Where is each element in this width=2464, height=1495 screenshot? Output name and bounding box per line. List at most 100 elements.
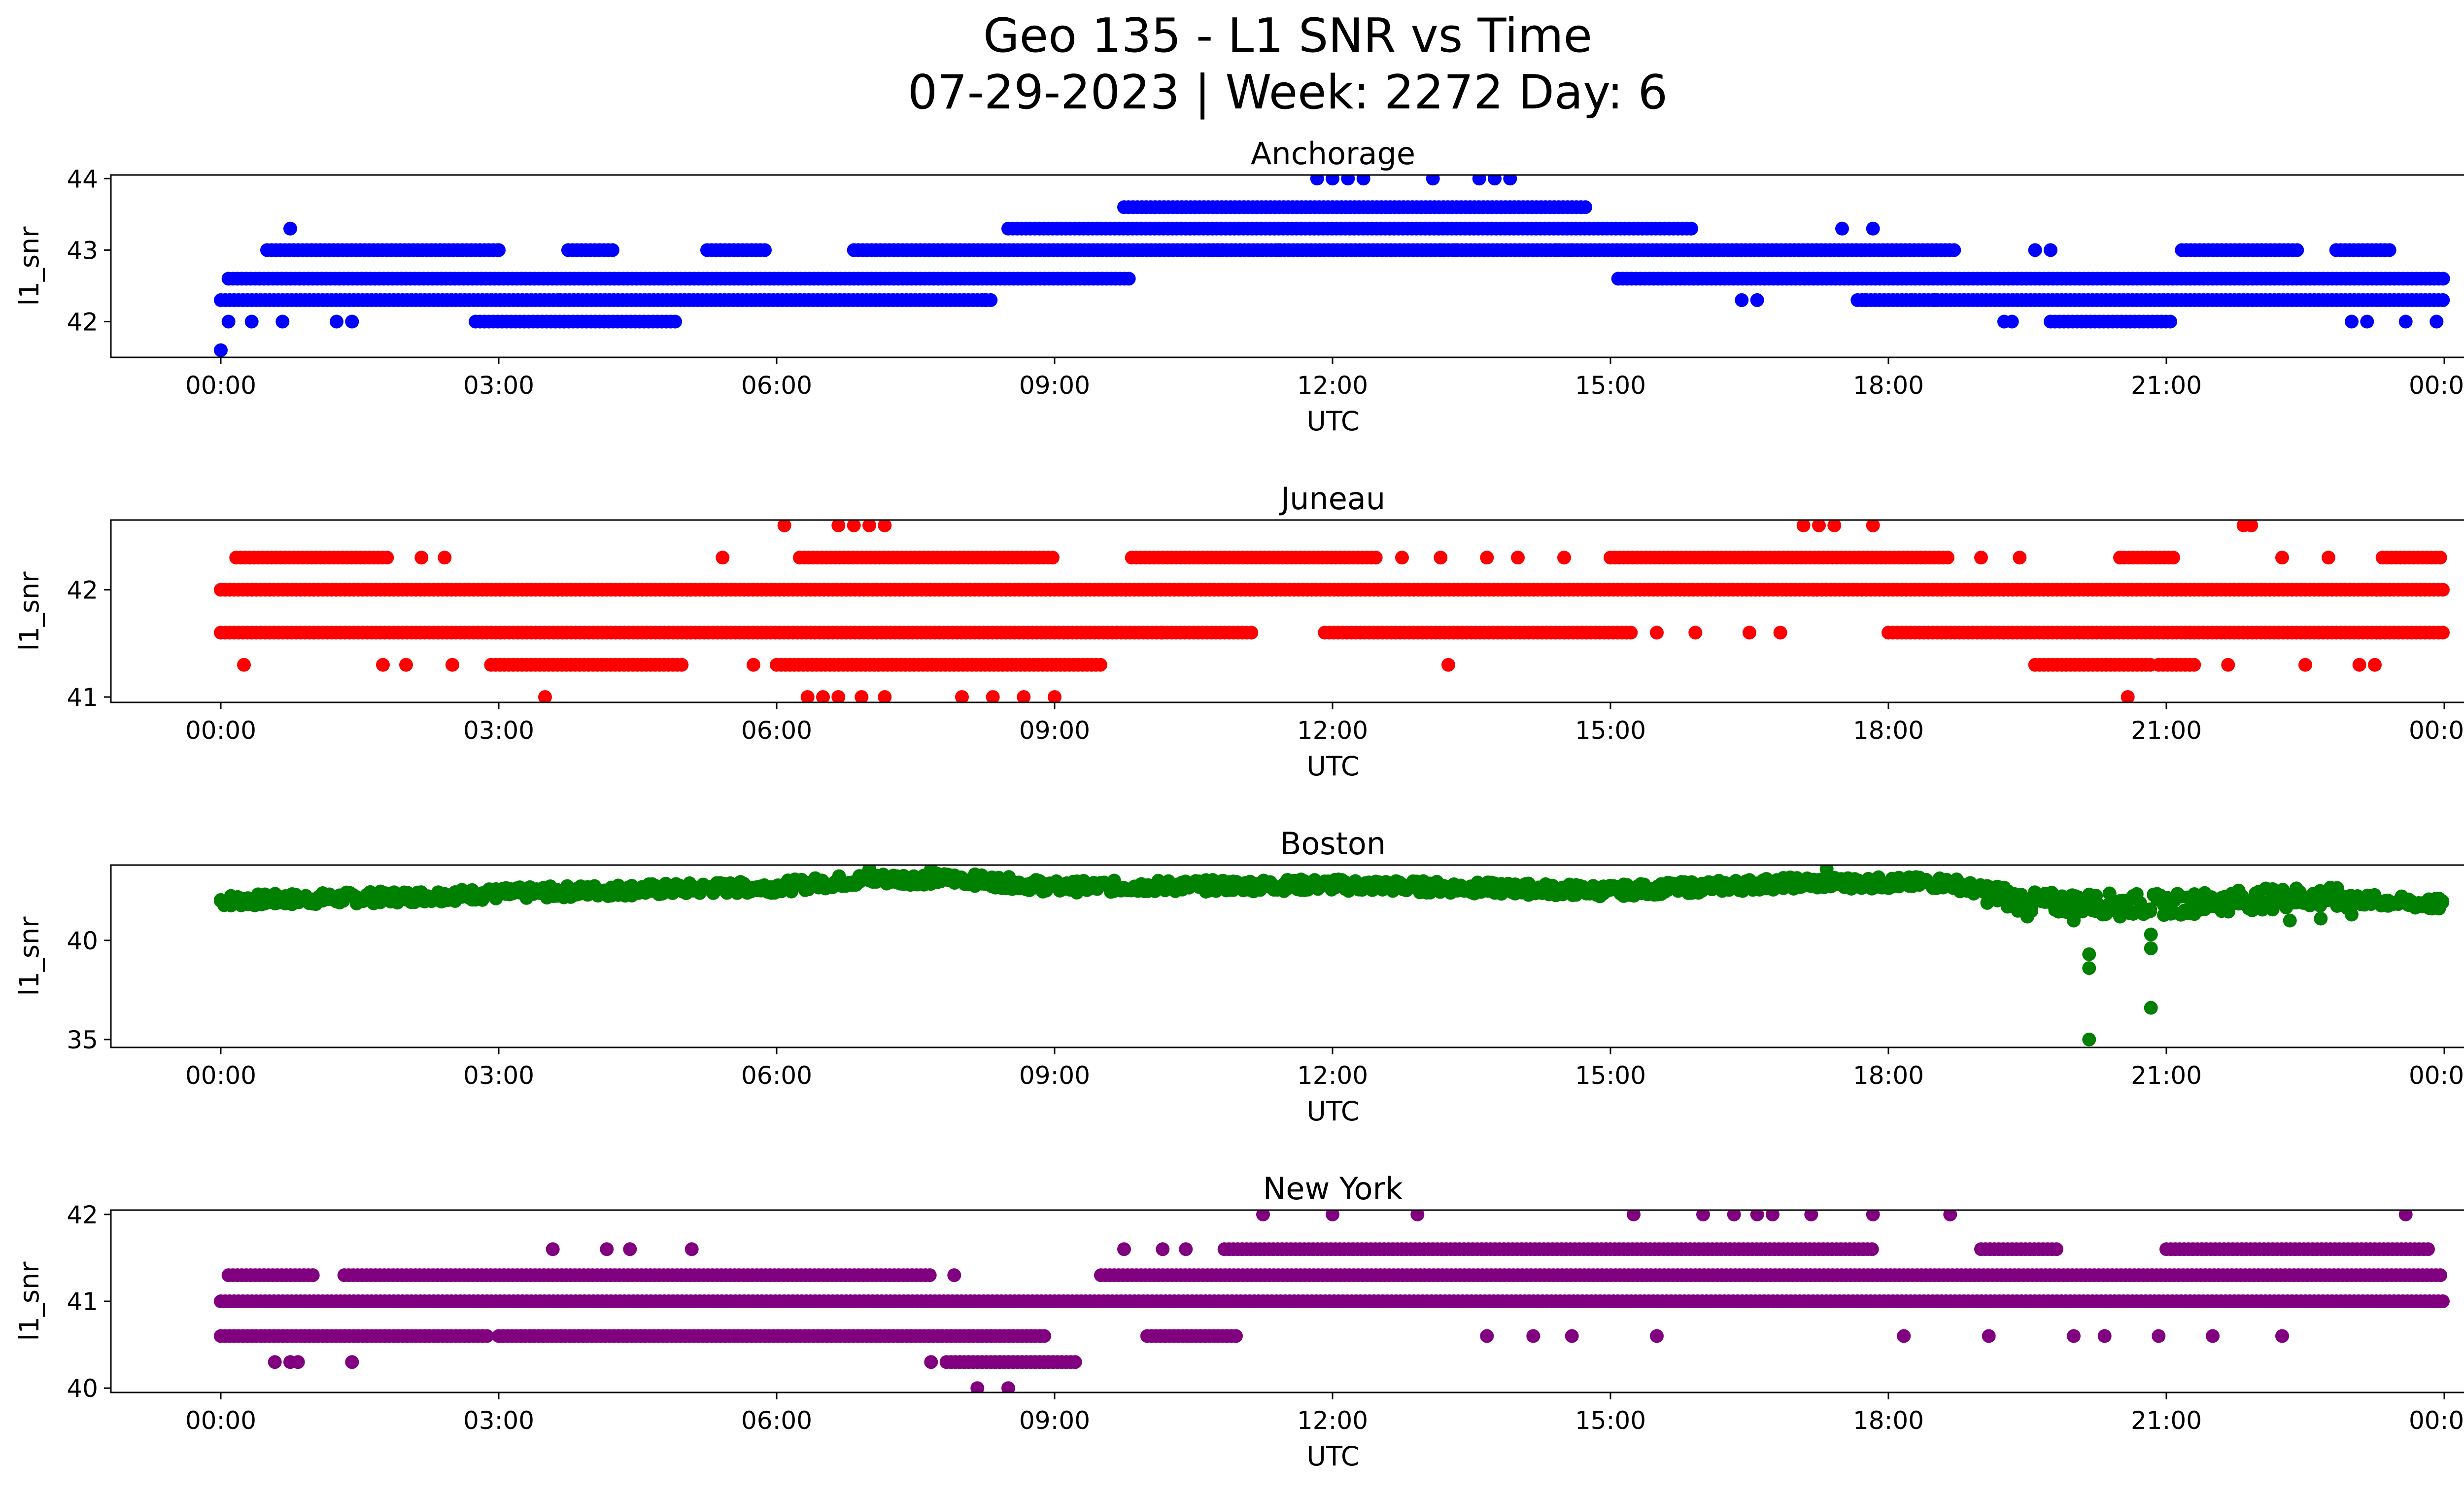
scatter-point: [1048, 690, 1061, 702]
scatter-point: [214, 343, 228, 357]
scatter-point: [2435, 894, 2450, 908]
scatter-point: [2102, 886, 2117, 901]
x-tick-label: 06:00: [741, 1061, 812, 1090]
scatter-point: [2314, 911, 2328, 926]
subplot-title: New York: [1263, 1171, 1403, 1207]
scatter-point: [716, 551, 730, 565]
scatter-point: [978, 293, 992, 307]
x-tick-label: 00:00: [185, 1061, 256, 1090]
scatter-point: [2244, 520, 2259, 532]
scatter-point: [244, 314, 259, 329]
scatter-point: [1578, 200, 1592, 214]
scatter-point: [399, 658, 413, 672]
scatter-point: [2430, 314, 2444, 329]
scatter-point: [1565, 243, 1579, 257]
scatter-point: [668, 314, 682, 329]
scatter-point: [777, 520, 791, 532]
x-tick-label: 18:00: [1853, 1061, 1924, 1090]
y-tick-label: 41: [67, 683, 98, 712]
scatter-point: [2082, 961, 2096, 975]
scatter-point: [492, 243, 506, 257]
x-tick-label: 18:00: [1853, 716, 1924, 745]
x-tick-label: 09:00: [1019, 716, 1090, 745]
scatter-point: [2433, 551, 2447, 565]
x-tick-label: 00:00: [2409, 371, 2464, 400]
scatter-point: [2398, 314, 2413, 329]
scatter-point: [1650, 626, 1664, 640]
subplot-title: Boston: [1280, 826, 1386, 862]
scatter-point: [1827, 520, 1842, 532]
scatter-point: [878, 690, 892, 702]
x-tick-label: 15:00: [1575, 371, 1646, 400]
scatter-point: [2143, 902, 2157, 916]
scatter-point: [2222, 904, 2235, 919]
scatter-point: [1449, 243, 1463, 257]
scatter-point: [538, 690, 552, 702]
scatter-point: [800, 690, 815, 702]
scatter-point: [1472, 175, 1486, 186]
y-tick-label: 40: [67, 927, 98, 955]
scatter-point: [2121, 690, 2135, 702]
scatter-point: [831, 520, 846, 532]
scatter-point: [2144, 927, 2158, 941]
y-axis-label: l1_snr: [14, 571, 45, 651]
x-axis-label: UTC: [1306, 751, 1359, 782]
scatter-point: [847, 520, 861, 532]
y-tick-label: 43: [67, 236, 98, 265]
scatter-point: [2436, 272, 2450, 286]
scatter-point: [1310, 175, 1324, 186]
scatter-point: [1773, 626, 1787, 640]
x-tick-label: 06:00: [741, 716, 812, 745]
scatter-point: [1796, 520, 1811, 532]
scatter-point: [862, 865, 876, 876]
scatter-point: [1511, 551, 1525, 565]
scatter-point: [445, 658, 459, 672]
scatter-point: [2345, 907, 2359, 922]
scatter-point: [1426, 175, 1440, 186]
x-tick-label: 15:00: [1575, 1061, 1646, 1090]
scatter-point: [2082, 1032, 2096, 1046]
scatter-point: [1624, 626, 1638, 640]
x-tick-label: 00:00: [2409, 1061, 2464, 1090]
scatter-points: [214, 1210, 2450, 1392]
scatter-points: [214, 520, 2450, 702]
scatter-point: [2352, 658, 2366, 672]
x-tick-label: 12:00: [1297, 371, 1368, 400]
figure-subtitle: 07-29-2023 | Week: 2272 Day: 6: [908, 66, 1668, 120]
scatter-point: [862, 520, 876, 532]
scatter-point: [1503, 175, 1517, 186]
scatter-point: [924, 865, 938, 876]
scatter-point: [1974, 551, 1988, 565]
subplot-title: Anchorage: [1251, 136, 1415, 172]
x-tick-label: 09:00: [1019, 1061, 1090, 1090]
scatter-point: [376, 658, 390, 672]
scatter-point: [345, 314, 359, 329]
x-tick-label: 03:00: [463, 371, 534, 400]
scatter-point: [2020, 909, 2034, 924]
subplot-title: Juneau: [1279, 481, 1385, 517]
scatter-point: [1819, 865, 1834, 876]
scatter-point: [1688, 626, 1703, 640]
scatter-point: [1122, 272, 1136, 286]
scatter-point: [1750, 293, 1764, 307]
scatter-point: [2005, 314, 2019, 329]
scatter-point: [1905, 293, 1918, 307]
scatter-point: [1941, 551, 1954, 565]
scatter-point: [1441, 658, 1455, 672]
scatter-point: [2322, 551, 2335, 565]
scatter-point: [2166, 551, 2180, 565]
scatter-point: [1046, 551, 1060, 565]
scatter-point: [1835, 221, 1849, 236]
scatter-point: [1356, 175, 1370, 186]
scatter-point: [2113, 909, 2127, 924]
x-tick-label: 21:00: [2131, 716, 2202, 745]
scatter-point: [2187, 658, 2201, 672]
scatter-point: [675, 658, 689, 672]
scatter-point: [1684, 221, 1698, 236]
scatter-point: [2436, 1294, 2450, 1308]
scatter-point: [831, 690, 846, 702]
scatter-point: [1735, 293, 1749, 307]
